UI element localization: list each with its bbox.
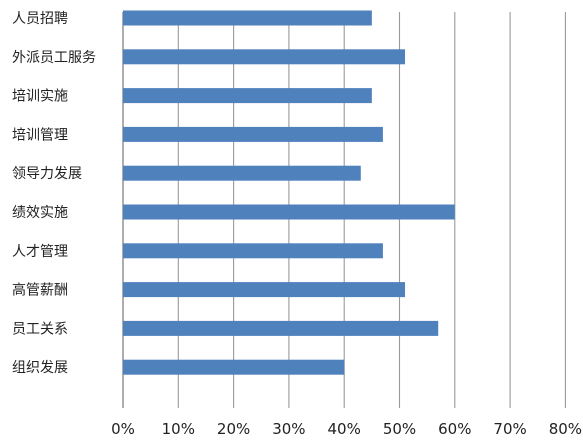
bar-10 [123,359,345,375]
x-tick-label: 70% [493,420,526,438]
category-label: 绩效实施 [12,205,68,221]
bar-8 [123,282,406,298]
bar-6 [123,204,455,220]
category-label: 组织发展 [12,360,68,376]
category-label: 人员招聘 [12,11,68,27]
category-labels: 人员招聘外派员工服务培训实施培训管理领导力发展绩效实施人才管理高管薪酬员工关系组… [12,11,96,376]
category-label: 外派员工服务 [12,50,96,66]
x-tick-label: 30% [272,420,305,438]
category-label: 人才管理 [12,244,68,260]
bar-7 [123,243,383,259]
x-tick-label: 60% [438,420,471,438]
category-label: 高管薪酬 [12,282,68,299]
category-label: 培训管理 [12,127,68,143]
x-tick-label: 80% [549,420,582,438]
x-axis-tick-labels: 0% 10% 20% 30% 40% 50% 60% 70% 80% [111,420,582,438]
x-tick-label: 0% [111,420,135,438]
bar-2 [123,49,406,65]
bar-5 [123,165,361,181]
bar-4 [123,126,383,142]
category-label: 领导力发展 [12,166,82,182]
x-tick-label: 50% [383,420,416,438]
bar-9 [123,320,439,336]
category-label: 培训实施 [12,89,68,105]
x-tick-label: 40% [328,420,361,438]
x-tick-label: 20% [217,420,250,438]
bar-1 [123,10,372,26]
x-tick-label: 10% [162,420,195,438]
bars [123,10,455,375]
category-label: 员工关系 [12,321,68,337]
bar-3 [123,88,372,104]
